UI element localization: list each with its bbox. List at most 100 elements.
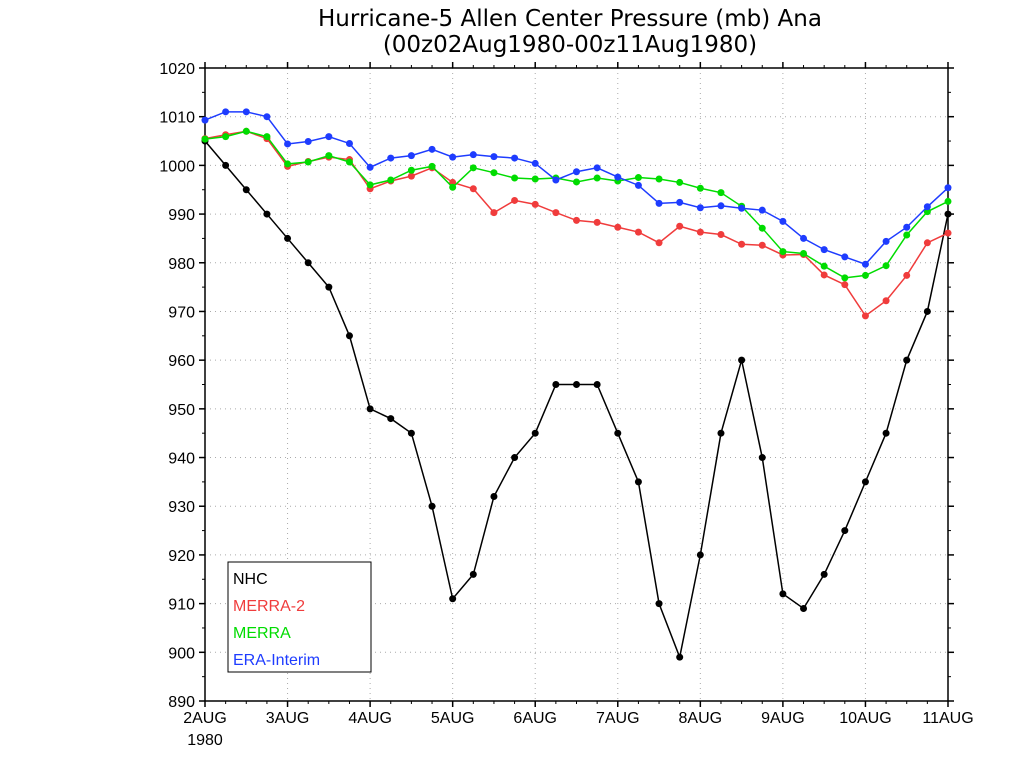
data-point xyxy=(676,178,684,186)
data-point xyxy=(387,415,395,423)
data-point xyxy=(345,139,353,147)
data-point xyxy=(634,181,642,189)
x-tick-label: 5AUG xyxy=(431,710,475,727)
data-point xyxy=(696,228,704,236)
data-point xyxy=(903,231,911,239)
data-point xyxy=(222,161,230,169)
y-tick-label: 1000 xyxy=(159,158,195,175)
data-point xyxy=(428,145,436,153)
data-point xyxy=(717,231,725,239)
data-point xyxy=(325,152,333,160)
data-point xyxy=(820,262,828,270)
data-point xyxy=(511,196,519,204)
data-point xyxy=(841,527,849,535)
data-point xyxy=(676,653,684,661)
data-point xyxy=(345,158,353,166)
data-point xyxy=(696,204,704,212)
data-point xyxy=(449,183,457,191)
data-point xyxy=(634,174,642,182)
y-tick-label: 940 xyxy=(168,451,195,468)
series-line xyxy=(204,130,949,279)
data-point xyxy=(944,210,952,218)
data-point xyxy=(284,234,292,242)
axes: 890 900 910 920 930 940 950 960 970 980 990 1000 101… xyxy=(159,61,973,749)
data-point xyxy=(325,133,333,141)
data-point xyxy=(593,218,601,226)
data-point xyxy=(779,217,787,225)
data-point xyxy=(944,229,952,237)
data-point xyxy=(304,158,312,166)
data-point xyxy=(717,429,725,437)
y-tick-label: 960 xyxy=(168,353,195,370)
data-point xyxy=(511,154,519,162)
data-point xyxy=(758,454,766,462)
data-point xyxy=(469,151,477,159)
x-tick-label: 6AUG xyxy=(513,710,557,727)
x-tick-label: 7AUG xyxy=(596,710,640,727)
data-point xyxy=(490,492,498,500)
data-point xyxy=(449,178,457,186)
series-nhc xyxy=(201,137,952,661)
series-lines xyxy=(201,108,952,661)
data-point xyxy=(614,223,622,231)
data-point xyxy=(222,133,230,141)
data-point xyxy=(531,175,539,183)
data-point xyxy=(944,184,952,192)
data-point xyxy=(882,297,890,305)
series-merra xyxy=(201,127,952,282)
data-point xyxy=(531,159,539,167)
data-point xyxy=(345,332,353,340)
data-point xyxy=(758,241,766,249)
data-point xyxy=(800,250,808,258)
legend-entry: ERA-Interim xyxy=(233,652,320,669)
data-point xyxy=(841,274,849,282)
data-point xyxy=(573,381,580,388)
data-point xyxy=(490,169,498,177)
data-point xyxy=(573,216,580,224)
data-point xyxy=(552,209,560,217)
chart-subtitle: (00z02Aug1980-00z11Aug1980) xyxy=(383,32,757,58)
x-tick-label: 4AUG xyxy=(348,710,392,727)
data-point xyxy=(242,186,250,194)
data-point xyxy=(923,208,931,216)
x-tick-label: 8AUG xyxy=(679,710,723,727)
grid-lines xyxy=(205,68,948,701)
data-point xyxy=(387,176,395,184)
data-point xyxy=(696,551,704,559)
data-point xyxy=(428,502,436,510)
data-point xyxy=(841,281,849,289)
y-tick-label: 990 xyxy=(168,207,195,224)
data-point xyxy=(469,570,477,578)
data-point xyxy=(882,262,890,270)
x-tick-label: 11AUG xyxy=(922,710,973,727)
series-merra-2 xyxy=(201,127,952,320)
y-tick-label: 920 xyxy=(168,548,195,565)
x-tick-label: 10AUG xyxy=(839,710,891,727)
data-point xyxy=(861,478,869,486)
data-point xyxy=(903,271,911,279)
data-point xyxy=(717,189,725,197)
data-point xyxy=(861,312,869,320)
data-point xyxy=(366,181,374,189)
data-point xyxy=(511,174,519,182)
data-point xyxy=(304,138,312,146)
data-point xyxy=(304,259,312,267)
y-tick-label: 950 xyxy=(168,402,195,419)
data-point xyxy=(593,164,601,172)
data-point xyxy=(800,604,808,612)
data-point xyxy=(449,595,457,603)
data-point xyxy=(407,429,415,437)
data-point xyxy=(614,429,622,437)
data-point xyxy=(882,429,890,437)
data-point xyxy=(511,454,519,462)
data-point xyxy=(201,135,209,143)
data-point xyxy=(655,600,663,608)
data-point xyxy=(676,222,684,230)
data-point xyxy=(903,356,911,364)
data-point xyxy=(222,108,230,116)
data-point xyxy=(738,240,746,248)
chart-title: Hurricane-5 Allen Center Pressure (mb) A… xyxy=(318,6,822,32)
legend-entry: MERRA-2 xyxy=(233,598,305,615)
data-point xyxy=(325,283,333,291)
legend: NHC MERRA-2 MERRA ERA-Interim xyxy=(227,561,372,673)
